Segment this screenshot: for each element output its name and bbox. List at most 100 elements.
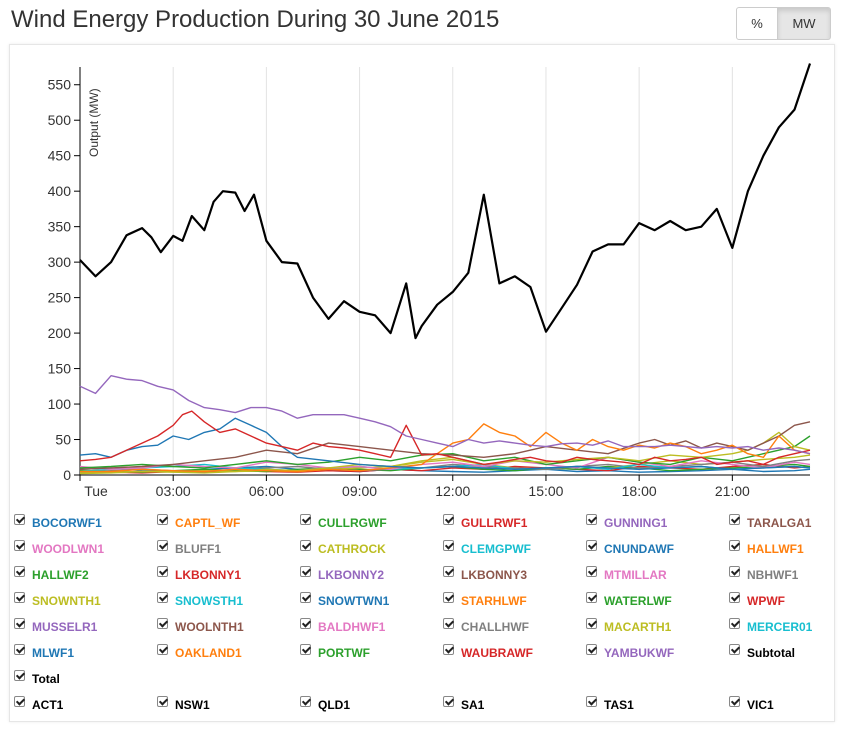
region-item-label: SA1	[461, 698, 485, 712]
checkbox[interactable]	[586, 513, 597, 525]
region-item-nsw1[interactable]: NSW1	[157, 695, 210, 712]
checkbox[interactable]	[586, 565, 597, 577]
mw-button[interactable]: MW	[777, 7, 831, 40]
checkbox[interactable]	[157, 617, 168, 629]
checkbox[interactable]	[729, 695, 740, 707]
legend-item-label: CAPTL_WF	[175, 516, 241, 530]
checkbox[interactable]	[14, 643, 25, 655]
legend-item-wpwf[interactable]: WPWF	[729, 591, 785, 608]
legend-item-oakland1[interactable]: OAKLAND1	[157, 643, 242, 660]
legend-item-label: BLUFF1	[175, 542, 221, 556]
checkbox[interactable]	[157, 643, 168, 655]
checkbox[interactable]	[586, 617, 597, 629]
series-line-bocorwf1	[79, 417, 811, 470]
checkbox[interactable]	[14, 565, 25, 577]
legend-item-portwf[interactable]: PORTWF	[300, 643, 370, 660]
legend-item-lkbonny3[interactable]: LKBONNY3	[443, 565, 527, 582]
checkbox[interactable]	[443, 565, 454, 577]
legend-item-total[interactable]: Total	[14, 669, 60, 686]
legend-item-waubrawf[interactable]: WAUBRAWF	[443, 643, 533, 660]
checkbox[interactable]	[157, 591, 168, 603]
legend-item-snownth1[interactable]: SNOWNTH1	[14, 591, 101, 608]
checkbox[interactable]	[157, 513, 168, 525]
legend-item-label: OAKLAND1	[175, 646, 242, 660]
legend-item-mtmillar[interactable]: MTMILLAR	[586, 565, 667, 582]
legend-item-hallwf2[interactable]: HALLWF2	[14, 565, 89, 582]
checkbox[interactable]	[300, 643, 311, 655]
legend-item-cathrock[interactable]: CATHROCK	[300, 539, 386, 556]
checkbox[interactable]	[729, 643, 740, 655]
legend-item-cullrgwf[interactable]: CULLRGWF	[300, 513, 387, 530]
legend-item-mlwf1[interactable]: MLWF1	[14, 643, 74, 660]
checkbox[interactable]	[586, 539, 597, 551]
legend-item-challhwf[interactable]: CHALLHWF	[443, 617, 529, 634]
legend-item-label: CHALLHWF	[461, 620, 529, 634]
checkbox[interactable]	[300, 591, 311, 603]
checkbox[interactable]	[729, 539, 740, 551]
legend-item-lkbonny1[interactable]: LKBONNY1	[157, 565, 241, 582]
checkbox[interactable]	[443, 513, 454, 525]
checkbox[interactable]	[157, 539, 168, 551]
legend-item-waterlwf[interactable]: WATERLWF	[586, 591, 672, 608]
legend-item-lkbonny2[interactable]: LKBONNY2	[300, 565, 384, 582]
x-tick-label: 09:00	[342, 483, 377, 499]
legend-item-gunning1[interactable]: GUNNING1	[586, 513, 667, 530]
region-item-act1[interactable]: ACT1	[14, 695, 63, 712]
legend-item-bocorwf1[interactable]: BOCORWF1	[14, 513, 102, 530]
checkbox[interactable]	[300, 695, 311, 707]
checkbox[interactable]	[14, 695, 25, 707]
checkbox[interactable]	[300, 513, 311, 525]
checkbox[interactable]	[729, 591, 740, 603]
region-item-qld1[interactable]: QLD1	[300, 695, 350, 712]
checkbox[interactable]	[157, 695, 168, 707]
checkbox[interactable]	[729, 565, 740, 577]
legend-item-hallwf1[interactable]: HALLWF1	[729, 539, 804, 556]
checkbox[interactable]	[14, 591, 25, 603]
legend-item-taralga1[interactable]: TARALGA1	[729, 513, 811, 530]
region-item-vic1[interactable]: VIC1	[729, 695, 774, 712]
legend-item-macarth1[interactable]: MACARTH1	[586, 617, 671, 634]
legend-item-musselr1[interactable]: MUSSELR1	[14, 617, 97, 634]
checkbox[interactable]	[443, 591, 454, 603]
checkbox[interactable]	[300, 565, 311, 577]
legend-item-snowtwn1[interactable]: SNOWTWN1	[300, 591, 389, 608]
region-item-sa1[interactable]: SA1	[443, 695, 485, 712]
checkbox[interactable]	[300, 617, 311, 629]
series-line-lkbonny1	[79, 410, 811, 466]
legend-item-gullrwf1[interactable]: GULLRWF1	[443, 513, 527, 530]
legend-item-woodlwn1[interactable]: WOODLWN1	[14, 539, 104, 556]
legend-item-bluff1[interactable]: BLUFF1	[157, 539, 221, 556]
checkbox[interactable]	[14, 513, 25, 525]
checkbox[interactable]	[14, 669, 25, 681]
checkbox[interactable]	[14, 617, 25, 629]
checkbox[interactable]	[443, 643, 454, 655]
checkbox[interactable]	[157, 565, 168, 577]
percent-button[interactable]: %	[736, 7, 778, 40]
checkbox[interactable]	[443, 617, 454, 629]
checkbox[interactable]	[14, 539, 25, 551]
legend-item-label: SNOWNTH1	[32, 594, 101, 608]
checkbox[interactable]	[729, 617, 740, 629]
legend-item-mercer01[interactable]: MERCER01	[729, 617, 812, 634]
checkbox[interactable]	[443, 695, 454, 707]
legend-item-cnundawf[interactable]: CNUNDAWF	[586, 539, 674, 556]
legend-item-captl_wf[interactable]: CAPTL_WF	[157, 513, 241, 530]
checkbox[interactable]	[586, 695, 597, 707]
x-tick-label: 15:00	[528, 483, 563, 499]
legend-item-starhlwf[interactable]: STARHLWF	[443, 591, 527, 608]
legend-item-yambukwf[interactable]: YAMBUKWF	[586, 643, 674, 660]
checkbox[interactable]	[586, 591, 597, 603]
legend-item-woolnth1[interactable]: WOOLNTH1	[157, 617, 244, 634]
legend-item-subtotal[interactable]: Subtotal	[729, 643, 795, 660]
legend-item-baldhwf1[interactable]: BALDHWF1	[300, 617, 385, 634]
legend-item-label: BOCORWF1	[32, 516, 102, 530]
region-item-tas1[interactable]: TAS1	[586, 695, 634, 712]
checkbox[interactable]	[443, 539, 454, 551]
y-tick-label: 500	[48, 112, 72, 128]
checkbox[interactable]	[729, 513, 740, 525]
legend-item-clemgpwf[interactable]: CLEMGPWF	[443, 539, 531, 556]
checkbox[interactable]	[300, 539, 311, 551]
legend-item-nbhwf1[interactable]: NBHWF1	[729, 565, 798, 582]
checkbox[interactable]	[586, 643, 597, 655]
legend-item-snowsth1[interactable]: SNOWSTH1	[157, 591, 243, 608]
